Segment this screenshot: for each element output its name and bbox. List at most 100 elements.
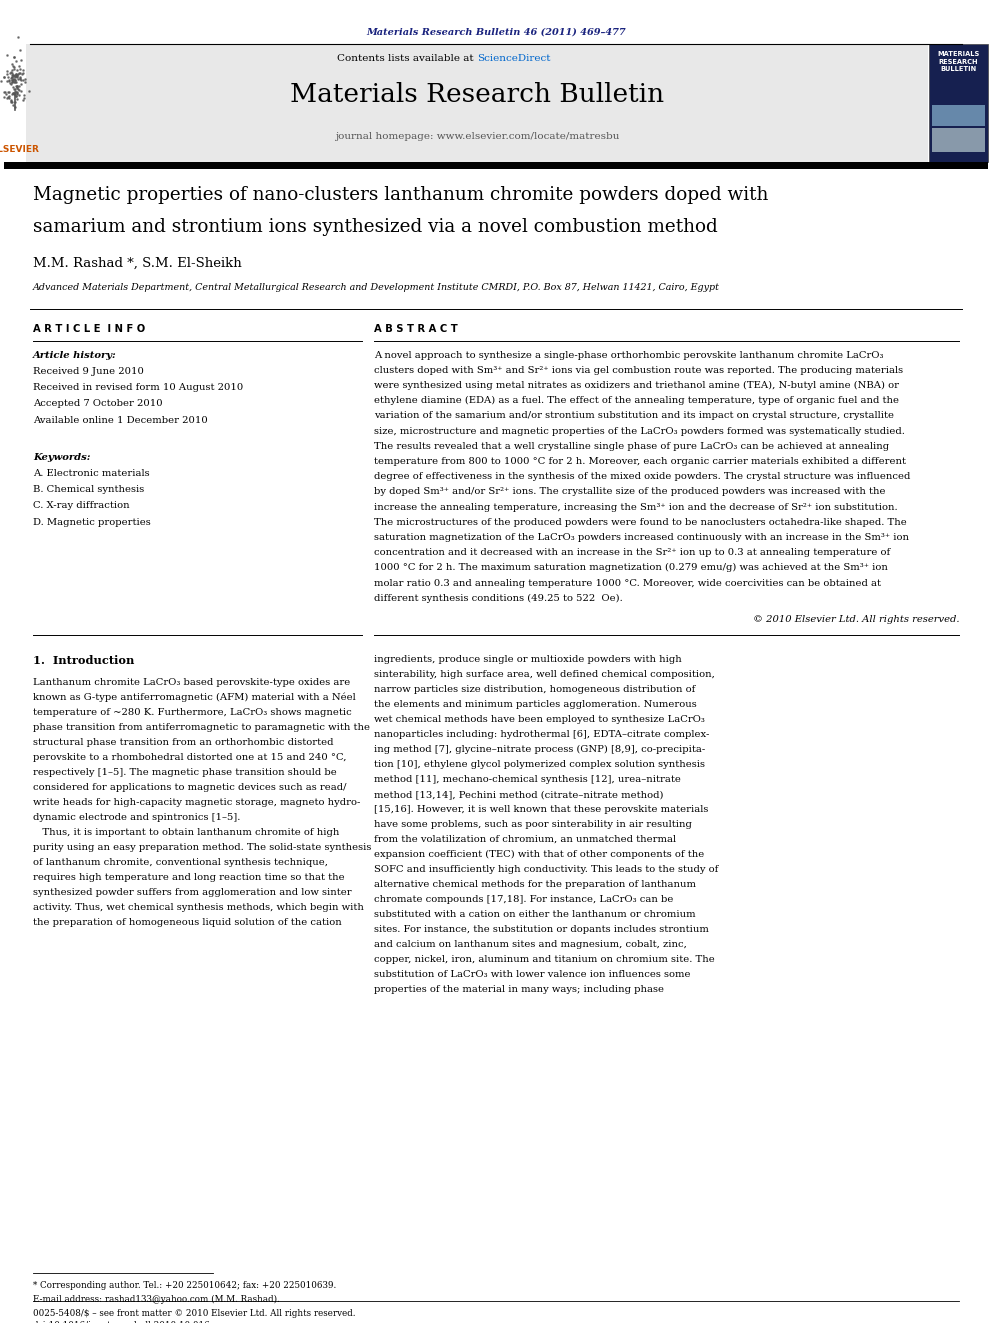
Point: [0, 87, 16, 108]
Point: [11, 85, 27, 106]
Point: [9, 60, 25, 81]
Point: [4, 66, 20, 87]
Text: increase the annealing temperature, increasing the Sm³⁺ ion and the decrease of : increase the annealing temperature, incr…: [374, 503, 898, 512]
Point: [9, 65, 25, 86]
Point: [0, 86, 12, 107]
Point: [5, 77, 21, 98]
Text: the preparation of homogeneous liquid solution of the cation: the preparation of homogeneous liquid so…: [33, 918, 342, 927]
Text: B. Chemical synthesis: B. Chemical synthesis: [33, 486, 144, 493]
Text: copper, nickel, iron, aluminum and titanium on chromium site. The: copper, nickel, iron, aluminum and titan…: [374, 955, 715, 964]
Point: [1, 87, 17, 108]
Point: [4, 83, 20, 105]
Text: size, microstructure and magnetic properties of the LaCrO₃ powders formed was sy: size, microstructure and magnetic proper…: [374, 426, 905, 435]
Text: Magnetic properties of nano-clusters lanthanum chromite powders doped with: Magnetic properties of nano-clusters lan…: [33, 187, 769, 205]
Text: Thus, it is important to obtain lanthanum chromite of high: Thus, it is important to obtain lanthanu…: [33, 828, 339, 837]
Point: [6, 83, 22, 105]
Point: [18, 71, 34, 93]
Point: [16, 89, 32, 110]
Point: [9, 66, 25, 87]
Text: by doped Sm³⁺ and/or Sr²⁺ ions. The crystallite size of the produced powders was: by doped Sm³⁺ and/or Sr²⁺ ions. The crys…: [374, 487, 886, 496]
Text: sinterability, high surface area, well defined chemical composition,: sinterability, high surface area, well d…: [374, 669, 715, 679]
Point: [5, 62, 21, 83]
Text: samarium and strontium ions synthesized via a novel combustion method: samarium and strontium ions synthesized …: [33, 218, 718, 237]
Point: [9, 82, 25, 103]
Point: [12, 66, 28, 87]
Point: [5, 91, 21, 112]
Text: variation of the samarium and/or strontium substitution and its impact on crysta: variation of the samarium and/or stronti…: [374, 411, 894, 421]
Text: properties of the material in many ways; including phase: properties of the material in many ways;…: [374, 984, 664, 994]
Text: doi:10.1016/j.materresbull.2010.10.016: doi:10.1016/j.materresbull.2010.10.016: [33, 1320, 210, 1323]
Text: have some problems, such as poor sinterability in air resulting: have some problems, such as poor sintera…: [374, 820, 692, 830]
Point: [3, 67, 19, 89]
Point: [7, 97, 23, 118]
Text: perovskite to a rhombohedral distorted one at 15 and 240 °C,: perovskite to a rhombohedral distorted o…: [33, 753, 346, 762]
Text: substituted with a cation on either the lanthanum or chromium: substituted with a cation on either the …: [374, 910, 695, 919]
Text: 0025-5408/$ – see front matter © 2010 Elsevier Ltd. All rights reserved.: 0025-5408/$ – see front matter © 2010 El…: [33, 1308, 355, 1318]
Point: [0, 70, 15, 91]
Text: © 2010 Elsevier Ltd. All rights reserved.: © 2010 Elsevier Ltd. All rights reserved…: [753, 615, 959, 624]
Point: [0, 83, 14, 105]
Point: [9, 83, 25, 105]
Text: journal homepage: www.elsevier.com/locate/matresbu: journal homepage: www.elsevier.com/locat…: [335, 132, 619, 142]
Text: temperature from 800 to 1000 °C for 2 h. Moreover, each organic carrier material: temperature from 800 to 1000 °C for 2 h.…: [374, 456, 906, 466]
Point: [2, 62, 18, 83]
Point: [9, 75, 25, 97]
Text: clusters doped with Sm³⁺ and Sr²⁺ ions via gel combustion route was reported. Th: clusters doped with Sm³⁺ and Sr²⁺ ions v…: [374, 365, 903, 374]
Text: method [13,14], Pechini method (citrate–nitrate method): method [13,14], Pechini method (citrate–…: [374, 790, 664, 799]
Text: Accepted 7 October 2010: Accepted 7 October 2010: [33, 400, 163, 409]
Text: 1000 °C for 2 h. The maximum saturation magnetization (0.279 emu/g) was achieved: 1000 °C for 2 h. The maximum saturation …: [374, 564, 888, 573]
Text: different synthesis conditions (49.25 to 522  Oe).: different synthesis conditions (49.25 to…: [374, 594, 623, 603]
Point: [6, 65, 22, 86]
Text: activity. Thus, wet chemical synthesis methods, which begin with: activity. Thus, wet chemical synthesis m…: [33, 902, 364, 912]
Text: ing method [7], glycine–nitrate process (GNP) [8,9], co-precipita-: ing method [7], glycine–nitrate process …: [374, 745, 705, 754]
Text: MATERIALS
RESEARCH
BULLETIN: MATERIALS RESEARCH BULLETIN: [937, 52, 980, 71]
Point: [6, 78, 22, 99]
Point: [0, 66, 13, 87]
Point: [4, 60, 20, 81]
Text: dynamic electrode and spintronics [1–5].: dynamic electrode and spintronics [1–5].: [33, 812, 240, 822]
Point: [0, 66, 12, 87]
Point: [13, 69, 29, 90]
FancyBboxPatch shape: [26, 44, 928, 161]
Point: [4, 90, 20, 111]
Text: concentration and it decreased with an increase in the Sr²⁺ ion up to 0.3 at ann: concentration and it decreased with an i…: [374, 548, 891, 557]
Point: [9, 66, 25, 87]
Point: [10, 78, 26, 99]
Point: [13, 81, 29, 102]
Point: [5, 70, 21, 91]
Point: [9, 77, 25, 98]
Text: 1.  Introduction: 1. Introduction: [33, 655, 134, 665]
Point: [15, 70, 31, 91]
Point: [4, 69, 20, 90]
Point: [5, 95, 21, 116]
Text: were synthesized using metal nitrates as oxidizers and triethanol amine (TEA), N: were synthesized using metal nitrates as…: [374, 381, 899, 390]
Text: Available online 1 December 2010: Available online 1 December 2010: [33, 415, 207, 425]
Text: purity using an easy preparation method. The solid-state synthesis: purity using an easy preparation method.…: [33, 843, 371, 852]
Text: Received 9 June 2010: Received 9 June 2010: [33, 366, 144, 376]
Point: [12, 62, 28, 83]
Point: [21, 81, 37, 102]
Point: [7, 78, 23, 99]
Point: [16, 87, 32, 108]
Text: from the volatilization of chromium, an unmatched thermal: from the volatilization of chromium, an …: [374, 835, 677, 844]
Point: [8, 71, 24, 93]
Text: Lanthanum chromite LaCrO₃ based perovskite-type oxides are: Lanthanum chromite LaCrO₃ based perovski…: [33, 677, 350, 687]
Point: [6, 83, 22, 105]
Text: SOFC and insufficiently high conductivity. This leads to the study of: SOFC and insufficiently high conductivit…: [374, 865, 718, 875]
Text: the elements and minimum particles agglomeration. Numerous: the elements and minimum particles agglo…: [374, 700, 696, 709]
Text: A novel approach to synthesize a single-phase orthorhombic perovskite lanthanum : A novel approach to synthesize a single-…: [374, 351, 884, 360]
Point: [2, 82, 18, 103]
Point: [3, 61, 19, 82]
Point: [5, 82, 21, 103]
Point: [7, 65, 23, 86]
Point: [5, 71, 21, 93]
Point: [6, 71, 22, 93]
Point: [12, 69, 28, 90]
Point: [7, 91, 23, 112]
Text: Materials Research Bulletin 46 (2011) 469–477: Materials Research Bulletin 46 (2011) 46…: [366, 28, 626, 37]
Point: [6, 46, 22, 67]
Text: The results revealed that a well crystalline single phase of pure LaCrO₃ can be : The results revealed that a well crystal…: [374, 442, 889, 451]
Point: [6, 57, 22, 78]
Text: wet chemical methods have been employed to synthesize LaCrO₃: wet chemical methods have been employed …: [374, 714, 705, 724]
Point: [5, 71, 21, 93]
